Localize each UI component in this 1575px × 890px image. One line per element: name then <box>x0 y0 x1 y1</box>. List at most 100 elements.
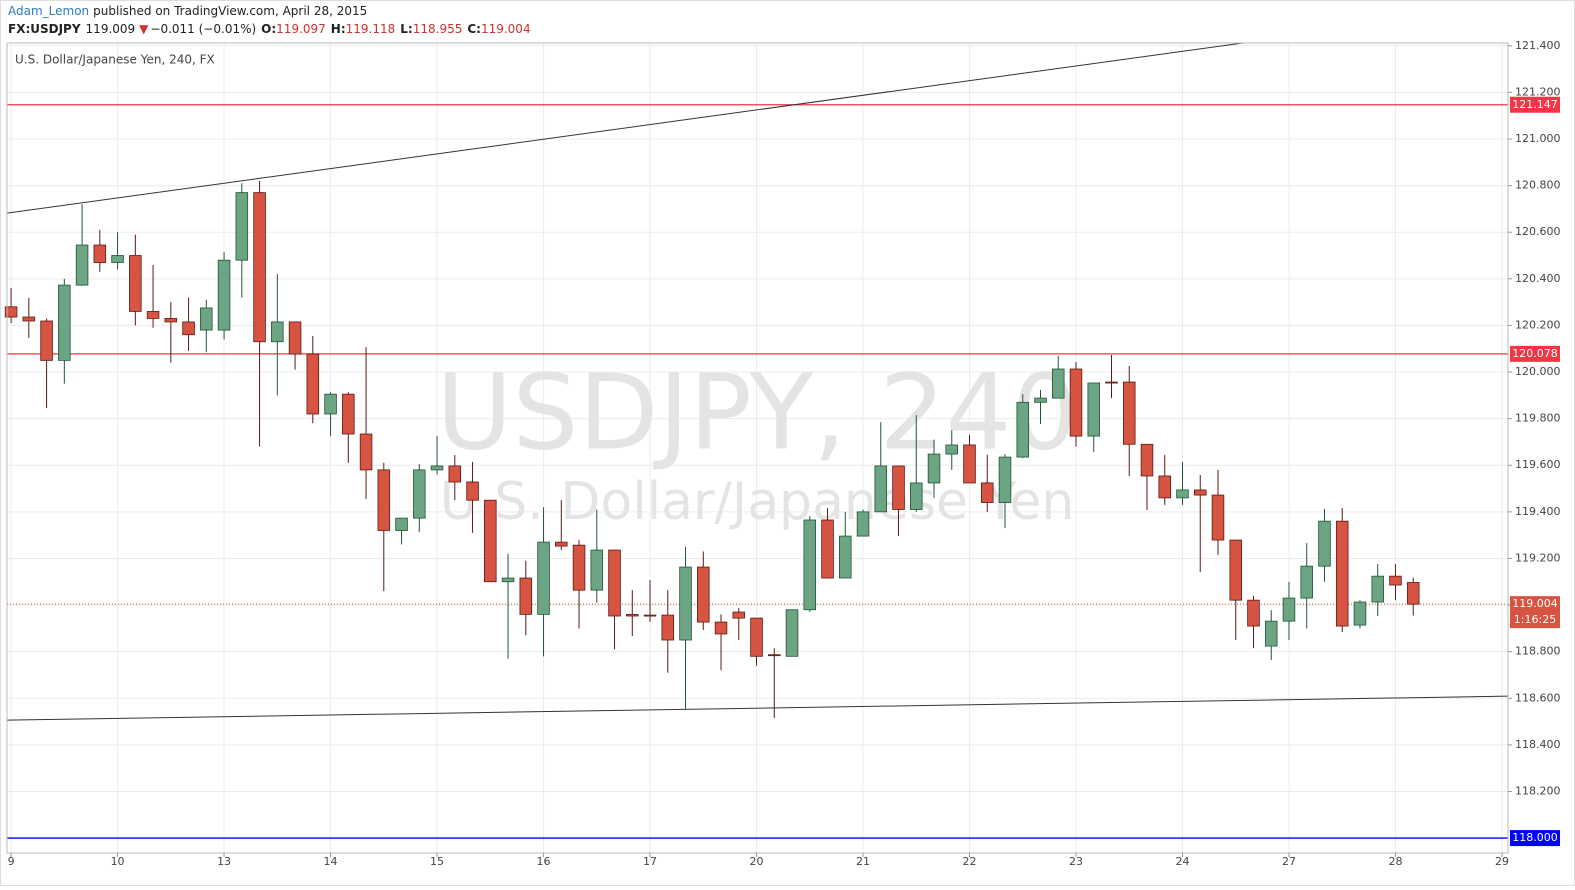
x-tick-label: 13 <box>217 855 231 868</box>
y-tick-label: 121.400 <box>1515 39 1561 52</box>
price-tag <box>1510 96 1560 113</box>
y-tick-label: 118.600 <box>1515 691 1561 704</box>
candle <box>910 415 923 512</box>
candle <box>768 648 781 719</box>
candle <box>945 430 959 470</box>
candle <box>1371 564 1384 617</box>
candle <box>1282 581 1296 641</box>
watermark: USDJPY, 240 <box>436 351 1077 473</box>
candle <box>413 464 426 533</box>
candle-body <box>1140 443 1154 477</box>
candle <box>1158 454 1171 505</box>
candle-body <box>732 611 746 619</box>
candle-body <box>40 320 53 361</box>
x-tick-label: 29 <box>1495 855 1509 868</box>
price-tag <box>1510 345 1560 362</box>
candle <box>1264 610 1278 661</box>
y-tick-label: 120.800 <box>1515 179 1561 192</box>
candle-body <box>945 444 959 455</box>
plot-layer <box>4 42 1509 839</box>
author-link[interactable]: Adam_Lemon <box>8 4 89 18</box>
candle <box>1406 577 1420 616</box>
candle-body <box>342 393 355 435</box>
candle-body <box>93 244 107 263</box>
candle <box>93 229 107 272</box>
x-tick-label: 10 <box>111 855 125 868</box>
candle <box>1140 443 1154 510</box>
candle-body <box>555 541 568 547</box>
candle-body <box>4 306 18 318</box>
candle <box>4 288 18 324</box>
candle-body <box>1389 575 1402 586</box>
candle <box>501 553 515 659</box>
candle <box>572 539 586 629</box>
candle-body <box>271 321 284 343</box>
candle-body <box>395 517 408 531</box>
candle-body <box>1034 397 1047 403</box>
x-tick-label: 27 <box>1282 855 1296 868</box>
ohlc-label: H: <box>331 22 346 36</box>
candle <box>484 499 497 583</box>
candle <box>1034 389 1047 424</box>
candle-body <box>750 617 763 657</box>
candle <box>288 321 302 370</box>
candle-body <box>1300 565 1313 599</box>
candle-body <box>1193 489 1207 496</box>
candle <box>1389 564 1402 601</box>
y-tick-label: 118.800 <box>1515 645 1561 658</box>
candle <box>590 509 604 603</box>
candle-body <box>714 621 728 635</box>
candle-body <box>910 482 923 510</box>
y-tick-label: 118.400 <box>1515 738 1561 751</box>
candle <box>821 508 834 579</box>
candle-body <box>1105 381 1118 384</box>
candle-body <box>519 577 533 615</box>
candle-body <box>58 284 71 361</box>
x-tick-label: 16 <box>537 855 551 868</box>
x-tick-label: 9 <box>8 855 15 868</box>
candle-body <box>590 549 604 591</box>
published-note: published on TradingView.com, April 28, … <box>93 4 367 18</box>
candle <box>1193 475 1207 572</box>
symbol: FX:USDJPY <box>8 22 81 36</box>
candle <box>874 422 888 513</box>
candle <box>803 516 817 613</box>
candle-body <box>164 318 178 323</box>
candle <box>1247 595 1260 649</box>
candle <box>643 580 657 623</box>
candle <box>377 462 391 592</box>
watermark-subtitle: U.S. Dollar/Japanese Yen <box>440 472 1075 532</box>
candle <box>1300 543 1313 629</box>
last-price-label: 119.004 <box>1512 597 1558 610</box>
candle <box>1335 508 1349 633</box>
candle <box>1051 355 1065 399</box>
candle <box>22 297 36 339</box>
candle-body <box>413 469 426 519</box>
candle-body <box>1353 601 1367 626</box>
y-tick-label: 119.600 <box>1515 458 1561 471</box>
last-price: 119.009 <box>86 22 136 36</box>
candle <box>129 234 142 326</box>
candle <box>40 318 53 409</box>
candle-body <box>803 519 817 611</box>
candle <box>1016 393 1030 459</box>
x-tick-label: 22 <box>963 855 977 868</box>
candle-body <box>1176 489 1189 499</box>
candle <box>1069 362 1083 447</box>
ohlc-label: C: <box>467 22 481 36</box>
candle-body <box>129 255 142 312</box>
candle <box>980 454 994 512</box>
candle-body <box>111 255 124 263</box>
x-tick-label: 21 <box>856 855 870 868</box>
y-tick-label: 119.200 <box>1515 551 1561 564</box>
candle <box>714 614 728 671</box>
candle <box>1176 461 1189 505</box>
candle-body <box>306 353 320 415</box>
candle <box>1318 509 1331 582</box>
candle <box>395 517 408 545</box>
candle <box>448 454 462 501</box>
candle-body <box>572 544 586 591</box>
candle-body <box>697 566 710 623</box>
candle <box>217 252 231 340</box>
